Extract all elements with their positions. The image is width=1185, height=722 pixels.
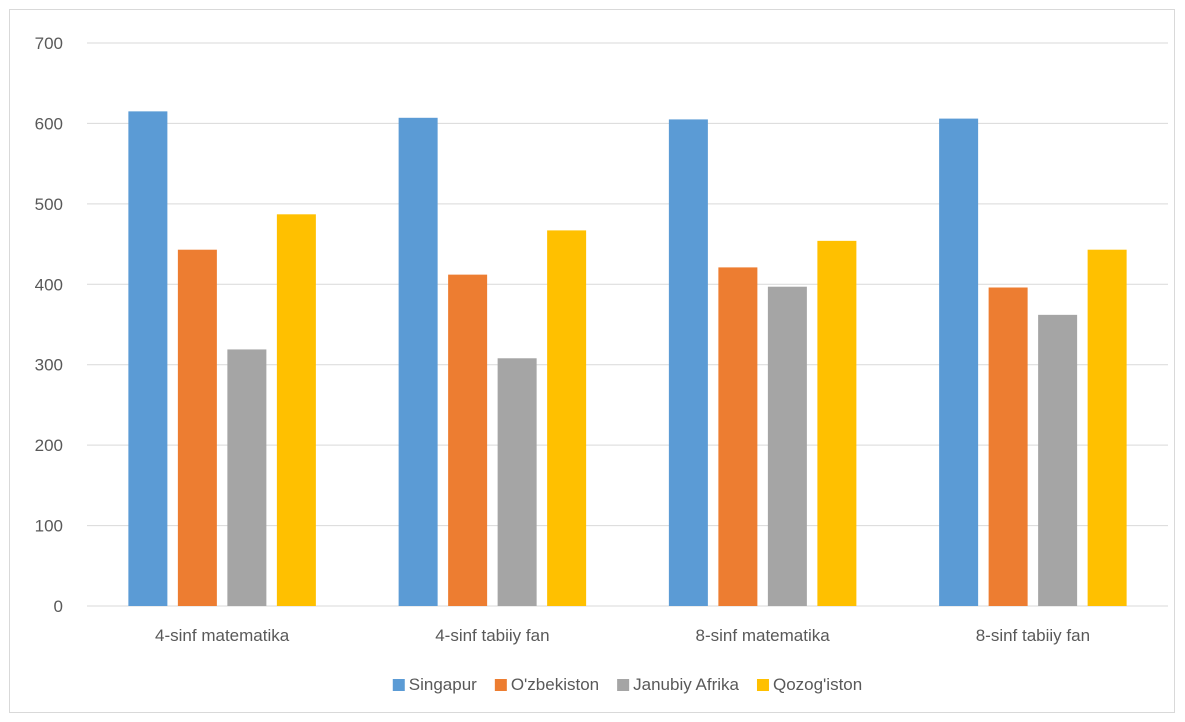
bar-janubiy-afrika (497, 358, 537, 606)
y-tick-label: 0 (54, 597, 63, 616)
legend-label: Janubiy Afrika (633, 675, 739, 694)
bar-singapur (939, 118, 979, 607)
legend-swatch (392, 679, 405, 691)
bar-qozog-iston (276, 214, 316, 606)
y-tick-label: 600 (35, 114, 63, 133)
bar-o-zbekiston (177, 249, 217, 607)
bar-janubiy-afrika (1038, 314, 1078, 606)
y-tick-label: 500 (35, 195, 63, 214)
y-tick-label: 400 (35, 275, 63, 294)
y-tick-label: 100 (35, 517, 63, 536)
x-tick-label: 4-sinf tabiiy fan (435, 626, 549, 645)
legend-label: Qozog'iston (773, 675, 862, 694)
bar-singapur (398, 117, 438, 606)
y-tick-label: 300 (35, 356, 63, 375)
legend-swatch (617, 679, 630, 691)
bar-qozog-iston (1087, 249, 1127, 607)
bar-janubiy-afrika (767, 286, 807, 606)
bar-o-zbekiston (988, 287, 1028, 606)
legend-swatch (494, 679, 507, 691)
bar-singapur (668, 119, 708, 607)
bar-singapur (128, 111, 168, 606)
x-tick-label: 8-sinf matematika (696, 626, 831, 645)
y-tick-label: 700 (35, 34, 63, 53)
y-tick-label: 200 (35, 436, 63, 455)
legend-label: O'zbekiston (511, 675, 599, 694)
legend-swatch (756, 679, 769, 691)
x-tick-label: 4-sinf matematika (155, 626, 290, 645)
bar-janubiy-afrika (227, 349, 267, 606)
bar-qozog-iston (547, 230, 587, 607)
x-tick-label: 8-sinf tabiiy fan (976, 626, 1090, 645)
bar-o-zbekiston (718, 267, 758, 606)
bar-qozog-iston (817, 240, 857, 606)
legend-label: Singapur (409, 675, 477, 694)
bar-o-zbekiston (448, 274, 488, 606)
